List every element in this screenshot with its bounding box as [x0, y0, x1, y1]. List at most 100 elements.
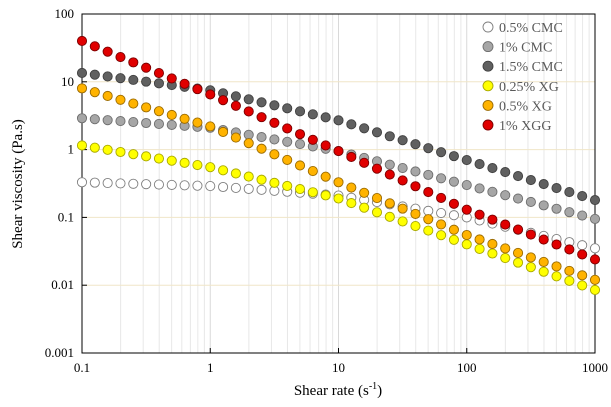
- legend-marker: [482, 80, 494, 92]
- data-point: [371, 163, 383, 174]
- y-tick-label: 1: [68, 142, 75, 157]
- data-point: [76, 177, 88, 188]
- data-point: [397, 203, 408, 214]
- data-point: [500, 253, 511, 264]
- legend-label: 1% XGG: [499, 119, 552, 134]
- data-point: [538, 200, 549, 211]
- data-point: [218, 181, 229, 193]
- data-point: [243, 171, 254, 182]
- y-axis-ticks: 0.001 0.01 0.1 1 10 100: [45, 6, 87, 360]
- data-point: [513, 171, 524, 182]
- data-point: [115, 51, 126, 63]
- data-point: [564, 275, 575, 286]
- data-point: [76, 140, 88, 151]
- data-point: [474, 243, 485, 254]
- data-point: [89, 69, 100, 80]
- data-point: [577, 210, 588, 221]
- data-point: [384, 198, 395, 209]
- data-point: [141, 102, 152, 113]
- data-point: [102, 71, 113, 82]
- data-point: [397, 163, 408, 174]
- data-point: [128, 178, 139, 189]
- data-point: [525, 229, 536, 240]
- data-point: [346, 182, 357, 193]
- data-point: [115, 146, 126, 158]
- data-point: [269, 149, 280, 160]
- data-point: [128, 98, 139, 109]
- data-point: [551, 239, 562, 250]
- data-point: [205, 89, 216, 100]
- data-point: [128, 149, 139, 160]
- data-point: [230, 132, 241, 143]
- data-point: [461, 229, 472, 241]
- data-point: [577, 270, 588, 281]
- data-point: [76, 113, 88, 124]
- data-point: [436, 230, 447, 241]
- data-point: [243, 183, 254, 194]
- data-point: [333, 177, 344, 188]
- data-point: [500, 243, 511, 254]
- data-point: [115, 94, 126, 105]
- data-point: [89, 87, 100, 98]
- legend-marker: [482, 60, 494, 72]
- data-point: [205, 162, 216, 173]
- data-point: [384, 211, 395, 222]
- data-point: [102, 144, 113, 155]
- data-point: [230, 91, 241, 102]
- data-series: [76, 35, 601, 296]
- data-point: [205, 180, 216, 192]
- x-axis-title: Shear rate (s-1): [294, 381, 382, 399]
- data-point: [166, 73, 177, 84]
- data-point: [153, 78, 164, 89]
- data-point: [359, 157, 370, 168]
- data-point: [384, 169, 395, 180]
- data-point: [423, 187, 434, 198]
- data-point: [230, 182, 241, 194]
- data-point: [192, 180, 203, 191]
- x-axis-ticks: 0.1 1 10 100 1000: [74, 348, 608, 375]
- data-point: [513, 247, 524, 258]
- data-point: [397, 135, 408, 146]
- data-point: [141, 117, 152, 129]
- data-point: [525, 252, 536, 263]
- data-point: [89, 177, 100, 188]
- data-point: [397, 216, 408, 227]
- data-point: [525, 175, 536, 186]
- data-point: [282, 123, 293, 134]
- data-point: [436, 207, 447, 219]
- data-point: [461, 180, 472, 191]
- data-point: [179, 113, 190, 124]
- data-point: [256, 132, 267, 143]
- data-point: [294, 184, 306, 195]
- data-point: [320, 140, 331, 151]
- y-tick-label: 10: [61, 74, 74, 89]
- data-point: [538, 256, 549, 267]
- data-point: [423, 169, 434, 180]
- data-point: [500, 167, 511, 178]
- data-point: [153, 153, 164, 164]
- data-point: [192, 117, 203, 128]
- data-point: [564, 187, 575, 198]
- data-point: [320, 112, 331, 123]
- data-point: [397, 175, 408, 186]
- data-point: [487, 238, 498, 250]
- data-point: [461, 155, 472, 166]
- data-point: [359, 123, 370, 134]
- data-point: [256, 143, 267, 154]
- data-point: [589, 213, 601, 224]
- data-point: [230, 100, 241, 111]
- y-tick-label: 0.001: [45, 345, 74, 360]
- data-point: [320, 171, 331, 182]
- series-5: [76, 83, 601, 285]
- series-6: [76, 35, 601, 265]
- data-point: [205, 121, 216, 132]
- data-point: [102, 115, 113, 126]
- legend-marker: [482, 119, 494, 131]
- data-point: [436, 147, 447, 158]
- data-point: [166, 119, 177, 130]
- data-point: [448, 151, 459, 162]
- data-point: [307, 166, 318, 177]
- series-4: [76, 140, 601, 296]
- data-point: [115, 116, 126, 127]
